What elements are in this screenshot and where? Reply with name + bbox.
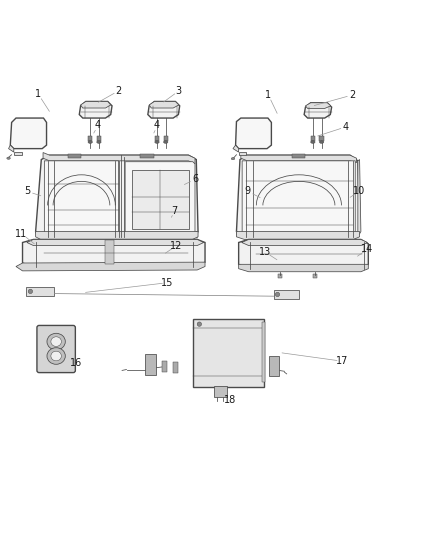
Polygon shape: [163, 135, 168, 141]
Polygon shape: [239, 264, 368, 272]
Ellipse shape: [163, 141, 168, 143]
Text: 15: 15: [161, 278, 174, 288]
Ellipse shape: [155, 141, 159, 143]
Polygon shape: [239, 152, 246, 155]
Polygon shape: [192, 231, 198, 238]
Ellipse shape: [7, 157, 11, 159]
Ellipse shape: [311, 141, 315, 143]
Polygon shape: [239, 239, 368, 269]
Polygon shape: [81, 101, 111, 108]
Ellipse shape: [97, 141, 101, 143]
FancyBboxPatch shape: [37, 326, 75, 373]
Polygon shape: [22, 239, 205, 266]
Text: 2: 2: [349, 90, 355, 100]
Polygon shape: [125, 161, 195, 237]
Polygon shape: [148, 101, 180, 118]
Polygon shape: [106, 240, 114, 264]
Text: 9: 9: [244, 187, 251, 196]
Polygon shape: [88, 135, 92, 141]
Ellipse shape: [51, 337, 61, 346]
Polygon shape: [155, 135, 159, 141]
Polygon shape: [233, 145, 239, 152]
Polygon shape: [237, 231, 242, 238]
Text: 11: 11: [15, 229, 27, 239]
Text: 7: 7: [171, 206, 177, 216]
Polygon shape: [35, 231, 198, 240]
Polygon shape: [237, 155, 360, 238]
Polygon shape: [9, 145, 14, 152]
Polygon shape: [16, 262, 205, 271]
Ellipse shape: [47, 333, 65, 350]
Text: 13: 13: [259, 247, 271, 257]
Bar: [141, 154, 153, 158]
Polygon shape: [35, 155, 198, 238]
Ellipse shape: [197, 322, 201, 326]
Ellipse shape: [28, 289, 32, 294]
Text: 1: 1: [35, 89, 41, 99]
Text: 4: 4: [343, 122, 349, 132]
Text: 18: 18: [224, 394, 236, 405]
Bar: [278, 274, 283, 278]
Polygon shape: [132, 171, 189, 229]
Polygon shape: [236, 118, 272, 149]
Bar: [173, 362, 178, 373]
Polygon shape: [43, 152, 195, 164]
Polygon shape: [79, 101, 112, 118]
Polygon shape: [242, 161, 355, 237]
Ellipse shape: [319, 141, 324, 143]
Ellipse shape: [276, 292, 280, 297]
Bar: [26, 287, 54, 296]
Text: 12: 12: [170, 240, 182, 251]
Text: 10: 10: [353, 187, 365, 196]
Text: 1: 1: [265, 90, 271, 100]
Text: 14: 14: [361, 244, 374, 254]
Text: 2: 2: [116, 85, 122, 95]
Bar: [145, 354, 155, 375]
Text: 16: 16: [70, 358, 82, 368]
Bar: [269, 356, 279, 376]
Bar: [162, 361, 167, 372]
Polygon shape: [97, 135, 101, 141]
Bar: [292, 154, 305, 158]
Polygon shape: [358, 159, 361, 237]
Ellipse shape: [51, 351, 61, 361]
Polygon shape: [44, 161, 119, 237]
Polygon shape: [304, 103, 332, 118]
Polygon shape: [11, 118, 46, 149]
Text: 3: 3: [176, 85, 182, 95]
Ellipse shape: [88, 141, 92, 143]
Polygon shape: [14, 152, 21, 155]
Bar: [262, 322, 265, 382]
Polygon shape: [241, 154, 357, 163]
Text: 4: 4: [154, 120, 160, 131]
Text: 6: 6: [192, 174, 198, 184]
Bar: [68, 154, 81, 158]
Bar: [214, 386, 227, 397]
Polygon shape: [319, 135, 324, 141]
Polygon shape: [242, 239, 367, 246]
Polygon shape: [35, 231, 42, 237]
Polygon shape: [237, 231, 360, 239]
Text: 5: 5: [24, 187, 30, 196]
Bar: [313, 274, 317, 278]
Polygon shape: [311, 135, 315, 141]
Polygon shape: [149, 101, 179, 108]
Text: 17: 17: [336, 356, 348, 366]
Bar: [193, 319, 264, 386]
Bar: [274, 289, 299, 299]
Polygon shape: [27, 239, 204, 246]
Ellipse shape: [47, 348, 65, 364]
Polygon shape: [305, 103, 331, 108]
Text: 4: 4: [95, 120, 101, 131]
Ellipse shape: [231, 158, 235, 160]
